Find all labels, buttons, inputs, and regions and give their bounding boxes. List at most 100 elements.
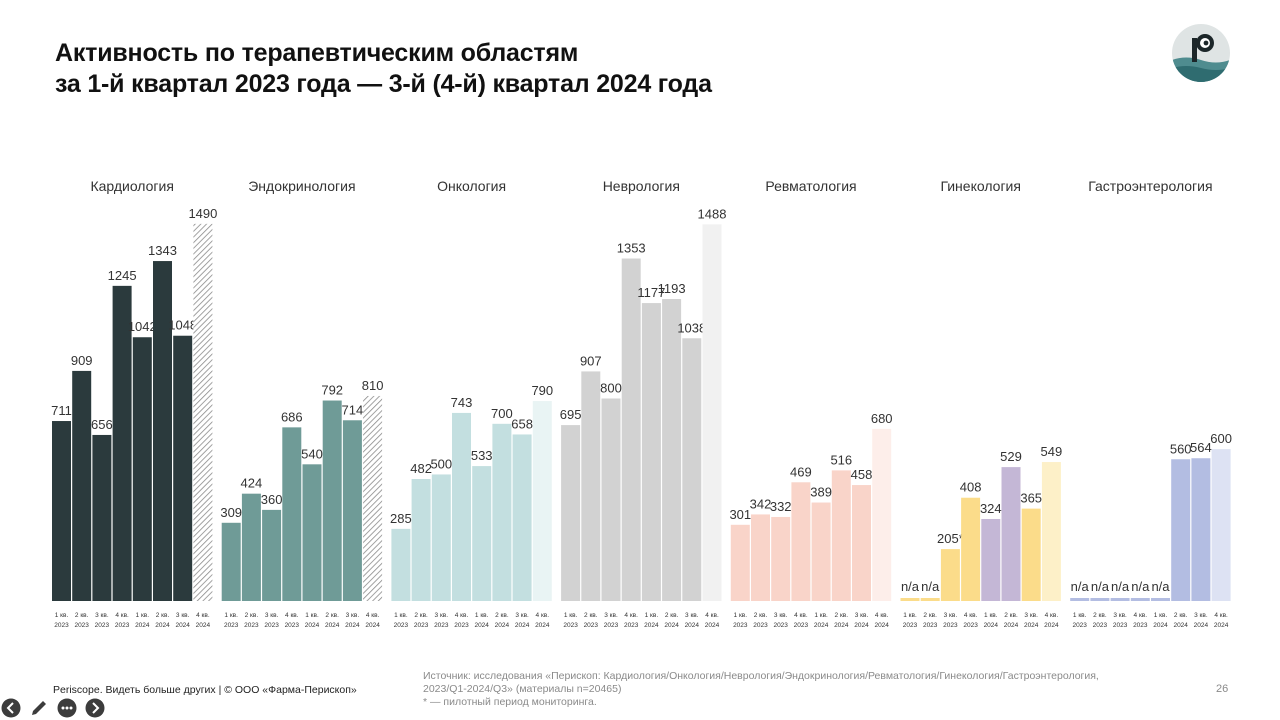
x-tick-label: 2024 <box>325 622 340 629</box>
x-tick-label: 2023 <box>963 622 978 629</box>
data-label: 1038 <box>677 320 706 335</box>
bar <box>641 303 661 601</box>
x-tick-label: 2024 <box>365 622 380 629</box>
data-label: 907 <box>580 353 602 368</box>
x-tick-label: 2023 <box>1133 622 1148 629</box>
x-tick-label: 2023 <box>414 622 429 629</box>
data-label: 365 <box>1020 491 1042 506</box>
data-label: 1048 <box>168 318 197 333</box>
x-tick-label: 2024 <box>155 622 170 629</box>
data-label: n/a <box>901 579 920 594</box>
bar <box>811 502 831 601</box>
group-label: Гинекология <box>940 178 1021 194</box>
bar <box>831 470 851 601</box>
bar <box>193 223 213 601</box>
x-tick-label: 2023 <box>74 622 89 629</box>
data-label: 656 <box>91 417 113 432</box>
data-label: 560 <box>1170 441 1192 456</box>
back-icon[interactable] <box>0 697 22 719</box>
bar <box>621 258 641 601</box>
page-number: 26 <box>1216 683 1229 695</box>
bar <box>532 401 552 601</box>
x-tick-label: 2024 <box>1214 622 1229 629</box>
x-tick-label: 1 кв. <box>734 612 748 619</box>
bar <box>492 423 512 601</box>
data-label: 549 <box>1041 444 1063 459</box>
x-tick-label: 2023 <box>434 622 449 629</box>
bar <box>342 420 362 601</box>
bar <box>221 522 241 601</box>
bar <box>1151 598 1170 601</box>
x-tick-label: 2023 <box>604 622 619 629</box>
data-label: 424 <box>241 476 263 491</box>
data-label: 1343 <box>148 243 177 258</box>
bar <box>391 528 411 601</box>
data-label: 205* <box>937 531 964 546</box>
bar <box>751 514 770 601</box>
x-tick-label: 3 кв. <box>1113 612 1127 619</box>
data-label: n/a <box>1091 579 1110 594</box>
x-tick-label: 3 кв. <box>176 612 190 619</box>
x-tick-label: 2024 <box>515 622 530 629</box>
data-label: 790 <box>531 383 553 398</box>
bar <box>452 412 471 601</box>
bar <box>1211 449 1231 601</box>
x-tick-label: 2023 <box>115 622 130 629</box>
x-tick-label: 3 кв. <box>1194 612 1208 619</box>
bar <box>92 434 112 601</box>
pen-icon[interactable] <box>28 697 50 719</box>
x-tick-label: 1 кв. <box>475 612 489 619</box>
data-label: 516 <box>830 452 852 467</box>
x-tick-label: 2024 <box>135 622 150 629</box>
x-tick-label: 4 кв. <box>1134 612 1148 619</box>
x-tick-label: 2 кв. <box>75 612 89 619</box>
data-label: n/a <box>1131 579 1150 594</box>
bar <box>411 478 431 601</box>
x-tick-label: 4 кв. <box>366 612 380 619</box>
x-tick-label: 2023 <box>753 622 768 629</box>
group-label: Неврология <box>603 178 680 194</box>
x-tick-label: 2024 <box>535 622 550 629</box>
x-tick-label: 4 кв. <box>115 612 129 619</box>
data-label: 332 <box>770 499 792 514</box>
bar <box>682 338 702 601</box>
bar <box>852 485 871 601</box>
data-label: 529 <box>1000 449 1022 464</box>
x-tick-label: 2024 <box>495 622 510 629</box>
bar <box>561 425 581 601</box>
x-tick-label: 2024 <box>305 622 320 629</box>
x-tick-label: 2023 <box>54 622 69 629</box>
x-tick-label: 1 кв. <box>305 612 319 619</box>
data-label: 1490 <box>188 206 217 221</box>
data-label: 324 <box>980 501 1002 516</box>
bar <box>900 598 920 601</box>
x-tick-label: 2024 <box>345 622 360 629</box>
x-tick-label: 2023 <box>1113 622 1128 629</box>
x-tick-label: 2024 <box>1024 622 1039 629</box>
data-label: 533 <box>471 448 493 463</box>
bar <box>581 371 601 601</box>
x-tick-label: 3 кв. <box>944 612 958 619</box>
bar <box>872 428 892 601</box>
group-label: Кардиология <box>90 178 174 194</box>
x-tick-label: 2023 <box>584 622 599 629</box>
bar <box>702 224 722 601</box>
x-tick-label: 2 кв. <box>835 612 849 619</box>
source-line-2: 2023/Q1-2024/Q3» (материалы n=20465) <box>423 683 622 695</box>
x-tick-label: 3 кв. <box>265 612 279 619</box>
x-tick-label: 2 кв. <box>1093 612 1107 619</box>
bar <box>431 474 451 601</box>
x-tick-label: 2024 <box>1044 622 1059 629</box>
slide-title: Активность по терапевтическим областям з… <box>55 38 712 100</box>
data-label: 800 <box>600 381 622 396</box>
footer-brand: Periscope. Видеть больше других | © ООО … <box>53 684 357 696</box>
bar <box>981 518 1001 601</box>
data-label: 360 <box>261 492 283 507</box>
x-tick-label: 2023 <box>1072 622 1087 629</box>
x-tick-label: 1 кв. <box>814 612 828 619</box>
more-icon[interactable] <box>56 697 78 719</box>
data-label: 408 <box>960 480 982 495</box>
x-tick-label: 2024 <box>474 622 489 629</box>
x-tick-label: 1 кв. <box>394 612 408 619</box>
forward-icon[interactable] <box>84 697 106 719</box>
